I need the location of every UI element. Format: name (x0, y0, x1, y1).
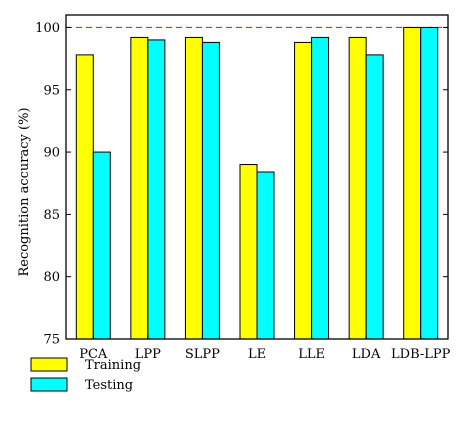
bars-layer (75, 26, 439, 340)
x-tick-label: LDB-LPP (391, 347, 451, 362)
bar-testing-lda (365, 54, 384, 340)
bar-testing-slpp (201, 41, 220, 340)
bar-testing-ldb-lpp (420, 26, 439, 340)
x-tick-label: SLPP (185, 347, 220, 362)
legend-swatch-training (30, 357, 68, 372)
x-tick-label: LPP (135, 347, 161, 362)
bar-training-lle (294, 41, 313, 340)
x-tick-label: PCA (79, 347, 108, 362)
legend-swatch-testing (30, 377, 68, 392)
x-tick-label: LE (248, 347, 266, 362)
y-tick-label: 85 (43, 208, 60, 223)
bar-testing-pca (92, 151, 111, 340)
x-tick-label: LLE (298, 347, 325, 362)
bar-training-le (239, 164, 258, 340)
bar-training-lpp (130, 36, 149, 340)
bar-training-pca (75, 54, 94, 340)
bar-training-lda (348, 36, 367, 340)
bar-testing-le (256, 171, 275, 340)
bar-testing-lpp (147, 39, 166, 340)
legend-label-training: Training (85, 358, 141, 373)
y-tick-label: 90 (43, 146, 60, 161)
x-tick-label: LDA (352, 347, 381, 362)
y-tick-label: 95 (43, 83, 60, 98)
legend-label-testing: Testing (85, 378, 133, 393)
bar-testing-lle (311, 36, 330, 340)
y-ticks-layer: 75 80 85 90 95 100 (35, 21, 448, 348)
x-ticks-layer: PCA LPP SLPP LE LLE LDA LDB-LPP (79, 335, 451, 362)
y-axis-label: Recognition accuracy (%) (17, 107, 32, 276)
bar-training-ldb-lpp (403, 26, 422, 340)
legend: Training Testing (30, 357, 141, 393)
y-tick-label: 80 (43, 270, 60, 285)
bar-training-slpp (184, 36, 203, 340)
y-tick-label: 100 (35, 21, 60, 36)
y-tick-label: 75 (43, 333, 60, 348)
